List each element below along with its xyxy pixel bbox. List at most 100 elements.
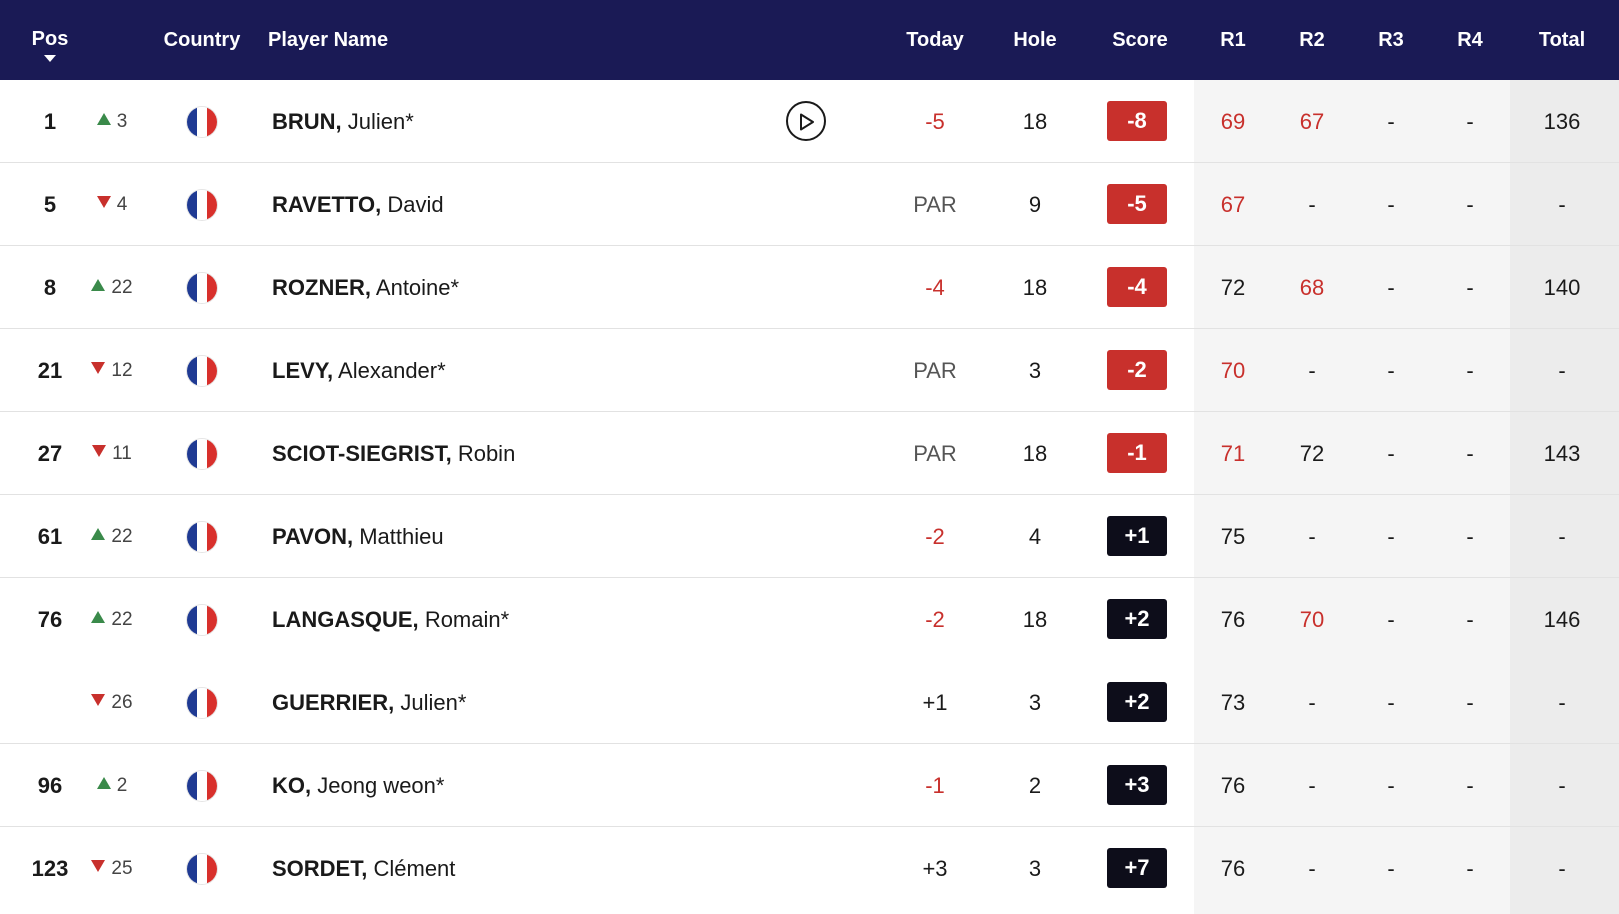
- round-4-score: -: [1466, 524, 1474, 549]
- total-score-badge: +1: [1107, 516, 1167, 556]
- player-name[interactable]: ROZNER, Antoine*: [272, 246, 732, 329]
- total-score-badge: +2: [1107, 599, 1167, 639]
- player-last-name: ROZNER,: [272, 275, 371, 300]
- today-score: +3: [922, 856, 948, 881]
- total-strokes: 146: [1543, 607, 1581, 632]
- round-1-score: 72: [1220, 275, 1246, 300]
- player-name[interactable]: PAVON, Matthieu: [272, 495, 732, 578]
- position-movement: 22: [82, 495, 142, 578]
- column-header-today: Today: [906, 29, 964, 51]
- france-flag-icon: [187, 273, 217, 303]
- player-last-name: KO,: [272, 773, 312, 798]
- arrow-up-icon: [96, 777, 111, 789]
- position: 96: [37, 773, 63, 798]
- table-row[interactable]: 76 22 LANGASQUE, Romain* -2 18 +2 76 70 - - 146: [0, 578, 1619, 661]
- column-header-r4: R4: [1457, 29, 1483, 51]
- movement-count: 11: [112, 443, 132, 464]
- position-movement: 26: [82, 661, 142, 744]
- position: 21: [37, 358, 63, 383]
- table-row[interactable]: 96 2 KO, Jeong weon* -1 2 +3 76 - - - -: [0, 744, 1619, 827]
- total-strokes: -: [1558, 773, 1566, 798]
- round-2-score: -: [1308, 690, 1316, 715]
- france-flag-icon: [187, 190, 217, 220]
- round-1-score: 76: [1220, 773, 1246, 798]
- player-last-name: GUERRIER,: [272, 690, 395, 715]
- total-strokes: -: [1558, 856, 1566, 881]
- today-score: PAR: [913, 192, 957, 217]
- column-header-r3: R3: [1378, 29, 1404, 51]
- round-2-score: -: [1308, 358, 1316, 383]
- player-first-name: Romain*: [424, 607, 510, 632]
- column-header-pos[interactable]: Pos: [20, 0, 80, 80]
- table-row[interactable]: 27 11 SCIOT-SIEGRIST, Robin PAR 18 -1 71 72 - - 14…: [0, 412, 1619, 495]
- player-last-name: BRUN,: [272, 109, 342, 134]
- player-name[interactable]: SCIOT-SIEGRIST, Robin: [272, 412, 732, 495]
- table-row[interactable]: 5 4 RAVETTO, David PAR 9 -5 67 - - - -: [0, 163, 1619, 246]
- table-row[interactable]: 21 12 LEVY, Alexander* PAR 3 -2 70 - - - -: [0, 329, 1619, 412]
- position: 123: [31, 856, 69, 881]
- arrow-down-icon: [91, 362, 106, 374]
- today-score: -5: [925, 109, 945, 134]
- today-score: -4: [925, 275, 945, 300]
- round-2-score: -: [1308, 524, 1316, 549]
- movement-count: 2: [116, 775, 128, 796]
- play-video-button[interactable]: [786, 101, 826, 141]
- total-score-badge: -5: [1107, 184, 1167, 224]
- today-score: -2: [925, 524, 945, 549]
- player-name[interactable]: GUERRIER, Julien*: [272, 661, 732, 744]
- round-4-score: -: [1466, 856, 1474, 881]
- hole-number: 3: [1028, 690, 1042, 715]
- france-flag-icon: [187, 522, 217, 552]
- movement-count: 12: [111, 360, 133, 381]
- round-2-score: 70: [1299, 607, 1325, 632]
- column-header-player-name: Player Name: [268, 29, 389, 51]
- today-score: PAR: [913, 358, 957, 383]
- table-row[interactable]: 8 22 ROZNER, Antoine* -4 18 -4 72 68 - - 140: [0, 246, 1619, 329]
- round-3-score: -: [1387, 441, 1395, 466]
- round-3-score: -: [1387, 690, 1395, 715]
- round-3-score: -: [1387, 524, 1395, 549]
- today-score: -1: [925, 773, 945, 798]
- movement-count: 25: [111, 858, 133, 879]
- play-icon: [800, 113, 814, 131]
- france-flag-icon: [187, 771, 217, 801]
- table-row[interactable]: 61 22 PAVON, Matthieu -2 4 +1 75 - - - -: [0, 495, 1619, 578]
- player-first-name: Matthieu: [359, 524, 444, 549]
- player-first-name: Julien*: [347, 109, 414, 134]
- player-first-name: Clément: [373, 856, 456, 881]
- player-name[interactable]: LANGASQUE, Romain*: [272, 578, 732, 661]
- column-header-country: Country: [163, 29, 241, 51]
- column-header-total: Total: [1538, 29, 1586, 51]
- today-score: +1: [922, 690, 948, 715]
- france-flag-icon: [187, 439, 217, 469]
- player-name[interactable]: KO, Jeong weon*: [272, 744, 732, 827]
- player-last-name: LANGASQUE,: [272, 607, 419, 632]
- column-header-pos-label: Pos: [31, 28, 69, 50]
- player-name[interactable]: LEVY, Alexander*: [272, 329, 732, 412]
- player-name[interactable]: RAVETTO, David: [272, 163, 732, 246]
- round-1-score: 75: [1220, 524, 1246, 549]
- hole-number: 9: [1028, 192, 1042, 217]
- round-3-score: -: [1387, 109, 1395, 134]
- round-4-score: -: [1466, 192, 1474, 217]
- arrow-down-icon: [91, 694, 106, 706]
- table-row[interactable]: 123 25 SORDET, Clément +3 3 +7 76 - - - -: [0, 827, 1619, 910]
- hole-number: 18: [1022, 275, 1048, 300]
- arrow-down-icon: [96, 196, 111, 208]
- table-row[interactable]: 26 GUERRIER, Julien* +1 3 +2 73 - - - -: [0, 661, 1619, 744]
- total-column-shade: [1510, 80, 1619, 914]
- position-movement: 12: [82, 329, 142, 412]
- leaderboard-body: 1 3 BRUN, Julien* -5 18 -8 69 67- -136 5 4 RAVETTO,…: [0, 80, 1619, 914]
- arrow-down-icon: [91, 860, 106, 872]
- arrow-up-icon: [91, 279, 106, 291]
- hole-number: 18: [1022, 441, 1048, 466]
- position: 76: [37, 607, 63, 632]
- round-3-score: -: [1387, 192, 1395, 217]
- position-movement: 22: [82, 246, 142, 329]
- table-row[interactable]: 1 3 BRUN, Julien* -5 18 -8 69 67 - - 136: [0, 80, 1619, 163]
- france-flag-icon: [187, 688, 217, 718]
- movement-count: 22: [111, 609, 133, 630]
- player-name[interactable]: SORDET, Clément: [272, 827, 732, 910]
- hole-number: 3: [1028, 856, 1042, 881]
- player-name[interactable]: BRUN, Julien*: [272, 80, 732, 163]
